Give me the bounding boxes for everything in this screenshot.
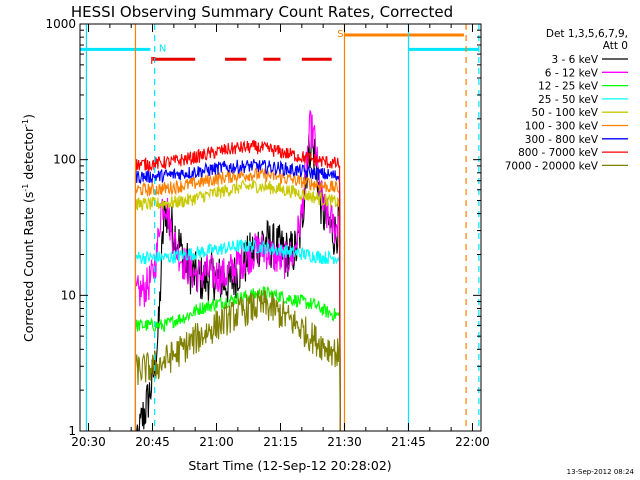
x-tick-label: 21:45 — [391, 435, 426, 449]
y-tick-label: 100 — [53, 153, 76, 167]
y-axis-label-sup1: -1 — [21, 184, 30, 192]
saa-flag-label: S — [337, 29, 343, 40]
footer-date: 13-Sep-2012 08:24 — [567, 468, 635, 476]
y-axis-label-end: ) — [21, 114, 36, 119]
legend-label: 100 - 300 keV — [525, 121, 599, 133]
legend-label: 50 - 100 keV — [531, 107, 598, 119]
y-axis-label-sup2: -1 — [21, 119, 30, 127]
legend-header-detectors: Det 1,3,5,6,7,9, — [546, 28, 628, 40]
series-line — [134, 289, 341, 432]
x-axis-label: Start Time (12-Sep-12 20:28:02) — [188, 458, 391, 473]
x-axis: 20:30 20:45 21:00 21:15 21:30 21:45 22:00 — [71, 24, 490, 449]
legend-label: 25 - 50 keV — [538, 94, 599, 106]
x-tick-label: 21:00 — [199, 435, 234, 449]
x-tick-label: 20:30 — [71, 435, 106, 449]
y-tick-label: 1 — [68, 424, 76, 438]
x-tick-label: 21:15 — [263, 435, 298, 449]
series-line — [134, 159, 341, 432]
y-axis-label-mid: detector — [21, 126, 36, 184]
x-tick-label: 21:30 — [327, 435, 362, 449]
series-line — [134, 139, 341, 432]
y-axis-label: Corrected Count Rate (s-1 detector-1) — [21, 114, 36, 342]
series-line — [134, 167, 341, 432]
x-tick-label: 22:00 — [455, 435, 490, 449]
series-line — [134, 238, 341, 432]
legend-label: 6 - 12 keV — [545, 67, 599, 79]
y-tick-label: 10 — [61, 288, 76, 302]
series-line — [134, 109, 341, 432]
legend-label: 7000 - 20000 keV — [505, 160, 599, 172]
night-flag-label: N — [159, 43, 166, 54]
legend-label: 300 - 800 keV — [525, 134, 599, 146]
chart-title: HESSI Observing Summary Count Rates, Cor… — [71, 3, 453, 21]
legend-header-attenuator: Att 0 — [603, 40, 628, 52]
y-axis: 1 10 100 1000 — [45, 17, 481, 438]
x-tick-label: 20:45 — [135, 435, 170, 449]
legend-label: 12 - 25 keV — [538, 81, 599, 93]
flare-flag-label: F — [150, 56, 156, 67]
legend-label: 800 - 7000 keV — [518, 147, 599, 159]
series-line — [134, 285, 341, 432]
legend-label: 3 - 6 keV — [551, 54, 598, 66]
series-line — [134, 178, 341, 432]
y-tick-label: 1000 — [45, 17, 76, 31]
y-axis-label-base: Corrected Count Rate (s — [21, 192, 36, 342]
flag-layer: NF S — [80, 24, 480, 431]
